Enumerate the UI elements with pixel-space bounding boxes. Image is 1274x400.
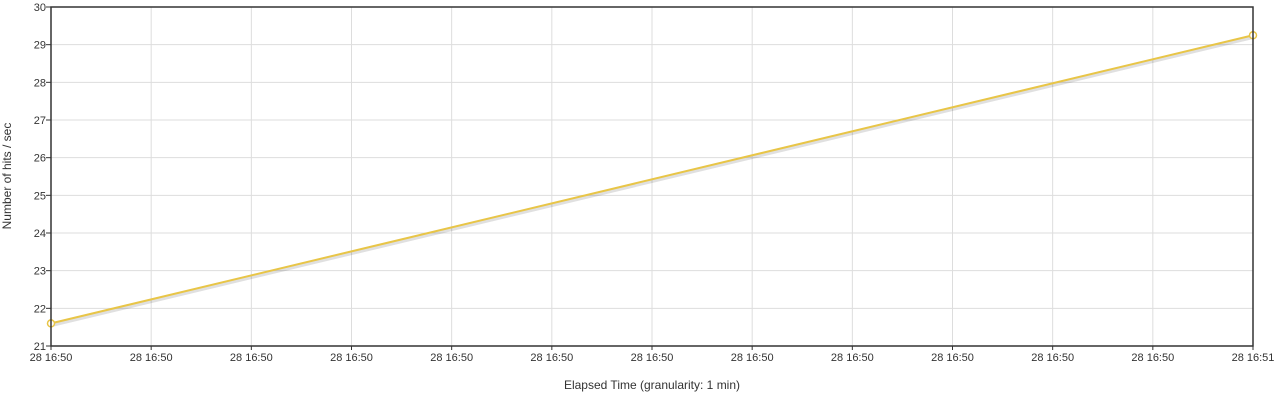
y-tick-label: 30 (34, 2, 46, 14)
y-tick-label: 24 (34, 228, 46, 240)
x-tick-label: 28 16:50 (130, 352, 173, 364)
y-tick-label: 26 (34, 153, 46, 165)
x-tick-label: 28 16:50 (631, 352, 674, 364)
x-tick-label: 28 16:50 (330, 352, 373, 364)
plot-frame (50, 6, 1254, 347)
y-tick-label: 25 (34, 190, 46, 202)
y-tick-label: 28 (34, 77, 46, 89)
series-group (46, 31, 1258, 328)
x-tick-label: 28 16:50 (230, 352, 273, 364)
x-axis-ticks: 28 16:50 28 16:50 28 16:50 28 16:50 28 16:50… (30, 346, 1274, 364)
x-tick-label: 28 16:50 (430, 352, 473, 364)
x-tick-label: 28 16:50 (831, 352, 874, 364)
x-tick-label: 28 16:50 (30, 352, 73, 364)
y-tick-label: 23 (34, 266, 46, 278)
series-line (50, 34, 1254, 325)
y-tick-label: 27 (34, 115, 46, 127)
x-axis-title: Elapsed Time (granularity: 1 min) (564, 378, 740, 392)
x-tick-label: 28 16:50 (931, 352, 974, 364)
series-line-shadow (51, 35, 1255, 327)
x-tick-label: 28 16:50 (1131, 352, 1174, 364)
y-axis-ticks: 21 22 23 24 25 26 27 28 29 30 (34, 2, 51, 353)
x-tick-label: 28 16:50 (1031, 352, 1074, 364)
x-tick-label: 28 16:51 (1232, 352, 1274, 364)
x-tick-label: 28 16:50 (530, 352, 573, 364)
x-tick-label: 28 16:50 (731, 352, 774, 364)
y-tick-label: 22 (34, 303, 46, 315)
y-tick-label: 29 (34, 40, 46, 52)
grid-lines (50, 6, 1254, 347)
y-tick-label: 21 (34, 341, 46, 353)
y-axis-title: Number of hits / sec (0, 123, 14, 230)
